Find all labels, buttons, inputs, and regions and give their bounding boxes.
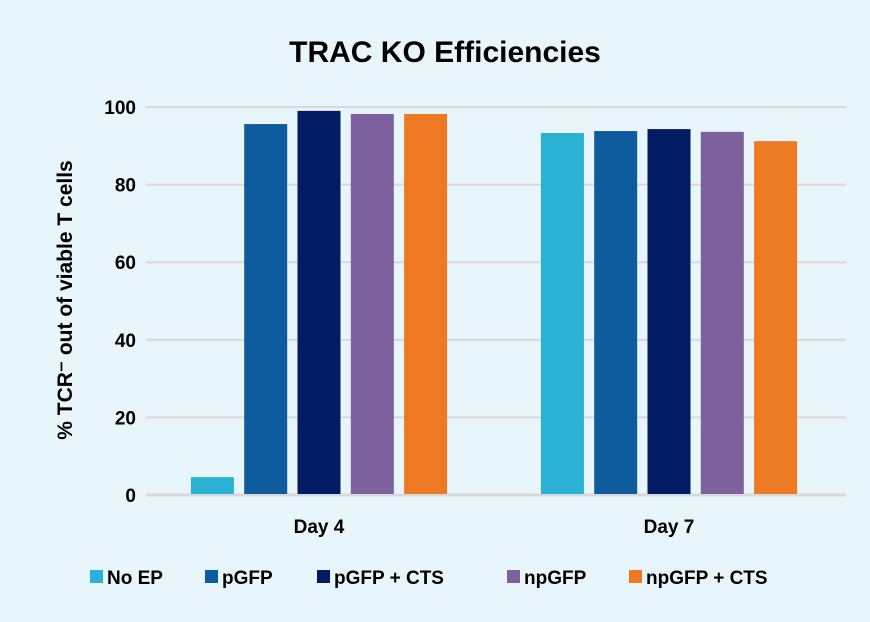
legend-label: pGFP [222, 568, 273, 589]
legend-item: pGFP + CTS [317, 568, 444, 589]
legend-label: npGFP + CTS [646, 568, 768, 589]
legend-item: pGFP [205, 568, 273, 589]
legend-swatch [507, 570, 520, 583]
legend-item: npGFP + CTS [629, 568, 768, 589]
y-tick-label: 20 [115, 408, 136, 429]
bar-npgfp-day-4 [350, 113, 394, 494]
bar-pgfp-cts-day-7 [647, 129, 691, 494]
bar-pgfp-day-7 [594, 131, 638, 494]
bar-no-ep-day-4 [190, 477, 234, 494]
bar-npgfp-cts-day-7 [754, 141, 798, 495]
x-tick-label: Day 7 [644, 517, 695, 538]
bar-pgfp-day-4 [244, 124, 288, 495]
legend-label: No EP [107, 568, 163, 589]
y-tick-label: 80 [115, 176, 136, 197]
y-tick-label: 100 [104, 98, 136, 119]
y-tick-label: 40 [115, 331, 136, 352]
bar-no-ep-day-7 [540, 132, 584, 494]
bar-npgfp-day-7 [700, 131, 744, 494]
y-tick-label: 0 [125, 486, 136, 507]
y-axis-label: % TCR⁻ out of viable T cells [54, 160, 77, 439]
legend-label: npGFP [524, 568, 587, 589]
y-tick-label: 60 [115, 253, 136, 274]
legend-swatch [629, 570, 642, 583]
legend-label: pGFP + CTS [334, 568, 444, 589]
legend-swatch [317, 570, 330, 583]
legend-swatch [90, 570, 103, 583]
legend-item: No EP [90, 568, 163, 589]
x-tick-label: Day 4 [294, 517, 345, 538]
bar-pgfp-cts-day-4 [297, 110, 341, 494]
legend-swatch [205, 570, 218, 583]
legend-item: npGFP [507, 568, 587, 589]
chart-title: TRAC KO Efficiencies [289, 36, 601, 69]
bar-npgfp-cts-day-4 [404, 113, 448, 494]
